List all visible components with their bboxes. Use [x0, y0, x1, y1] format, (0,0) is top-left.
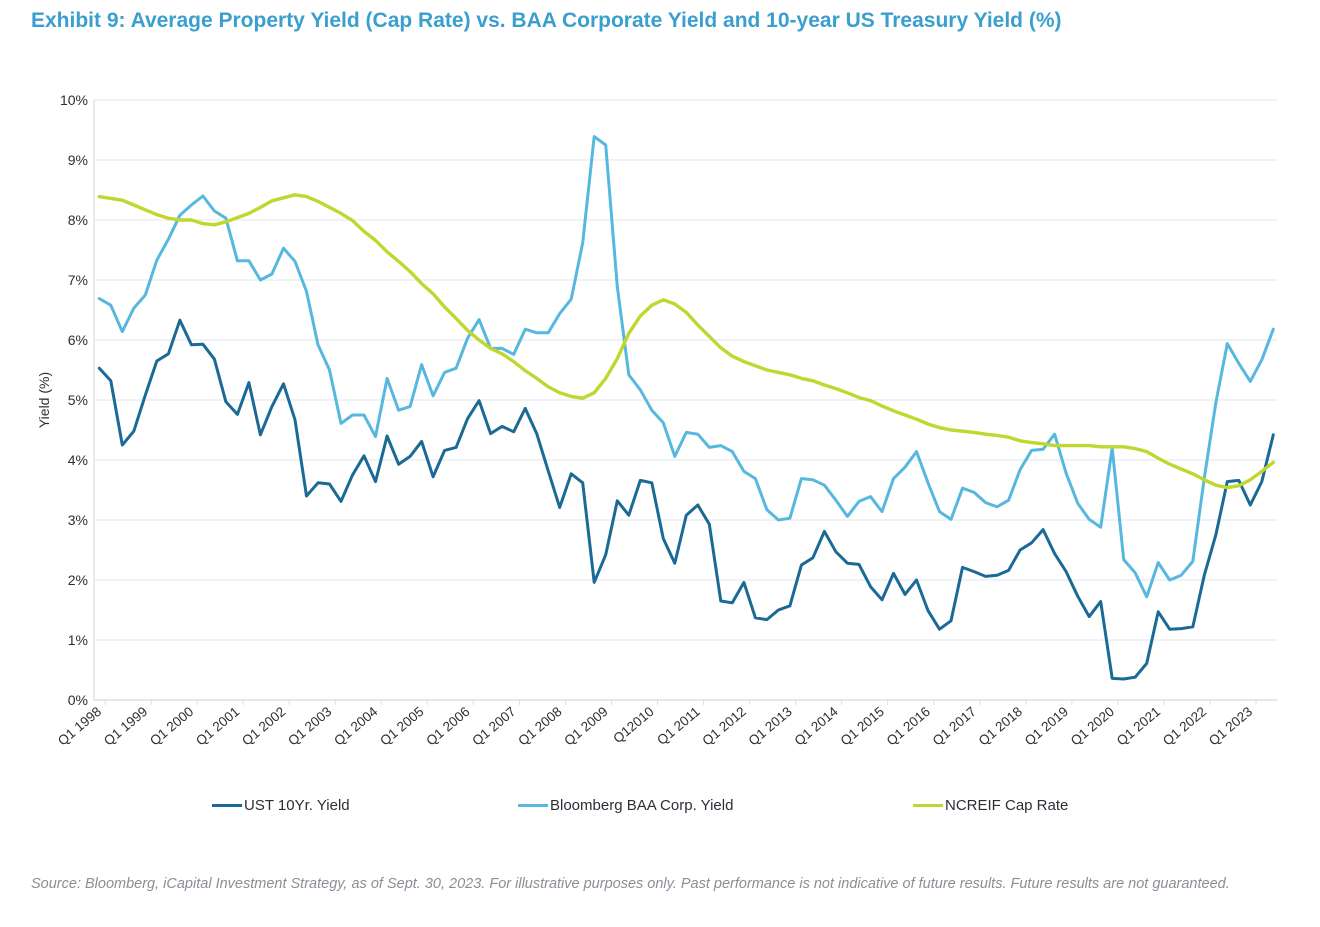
x-tick-label: Q1 2009	[561, 704, 610, 749]
x-tick-label: Q1 2007	[469, 704, 518, 749]
y-tick-label: 10%	[60, 92, 88, 108]
x-tick-label: Q1 2000	[147, 704, 196, 749]
y-tick-label: 9%	[68, 152, 88, 168]
x-tick-label: Q1 2011	[654, 704, 703, 748]
x-tick-label: Q1 2019	[1022, 704, 1071, 749]
source-note: Source: Bloomberg, iCapital Investment S…	[31, 876, 1230, 892]
gridlines	[94, 99, 1277, 701]
x-tick-label: Q1 1999	[101, 704, 150, 749]
chart-title: Exhibit 9: Average Property Yield (Cap R…	[31, 9, 1062, 32]
x-tick-label: Q1 2023	[1206, 704, 1255, 749]
x-tick-label: Q1 2005	[377, 704, 426, 749]
legend-swatch-ncreif	[913, 804, 943, 807]
x-tick-label: Q1 2018	[976, 704, 1025, 749]
x-tick-label: Q1 2002	[239, 704, 288, 749]
y-tick-label: 2%	[68, 572, 88, 588]
x-tick-label: Q1 2017	[930, 704, 979, 749]
legend-label-ust: UST 10Yr. Yield	[244, 797, 350, 814]
y-tick-label: 1%	[68, 632, 88, 648]
y-tick-label: 6%	[68, 332, 88, 348]
y-axis: 0% 1% 2% 3% 4% 5% 6% 7% 8% 9% 10%	[60, 92, 95, 708]
baa-corp-yield-line	[97, 135, 1275, 599]
x-tick-label: Q1 2015	[838, 704, 887, 749]
legend-item-ust: UST 10Yr. Yield	[212, 797, 350, 814]
x-tick-label: Q1 2013	[746, 704, 795, 749]
x-tick-label: Q1 2021	[1114, 704, 1163, 749]
y-tick-label: 7%	[68, 272, 88, 288]
legend-item-baa: Bloomberg BAA Corp. Yield	[518, 797, 733, 814]
series-lines	[97, 135, 1276, 681]
legend-swatch-baa	[518, 804, 548, 807]
x-tick-label: Q12010	[610, 704, 656, 746]
x-tick-label: Q1 2001	[193, 704, 242, 749]
y-tick-label: 3%	[68, 512, 88, 528]
y-tick-label: 4%	[68, 452, 88, 468]
x-tick-label: Q1 2012	[699, 704, 748, 749]
x-tick-label: Q1 2008	[515, 704, 564, 749]
x-tick-label: Q1 2020	[1068, 704, 1117, 749]
x-tick-label: Q1 2006	[423, 704, 472, 749]
ust-10yr-yield-line	[97, 318, 1275, 681]
legend-label-baa: Bloomberg BAA Corp. Yield	[550, 797, 734, 814]
x-tick-label: Q1 1998	[55, 704, 104, 749]
ncreif-cap-rate-line	[97, 193, 1276, 490]
x-tick-label: Q1 2022	[1160, 704, 1209, 749]
legend-swatch-ust	[212, 804, 242, 807]
x-tick-label: Q1 2016	[884, 704, 933, 749]
legend-item-ncreif: NCREIF Cap Rate	[913, 797, 1068, 814]
y-tick-label: 5%	[68, 392, 88, 408]
y-tick-label: 8%	[68, 212, 88, 228]
x-tick-label: Q1 2004	[331, 703, 381, 748]
legend-label-ncreif: NCREIF Cap Rate	[945, 797, 1069, 814]
y-axis-label: Yield (%)	[36, 372, 52, 428]
x-tick-label: Q1 2003	[285, 704, 334, 749]
x-tick-label: Q1 2014	[792, 703, 842, 748]
y-tick-label: 0%	[68, 692, 88, 708]
